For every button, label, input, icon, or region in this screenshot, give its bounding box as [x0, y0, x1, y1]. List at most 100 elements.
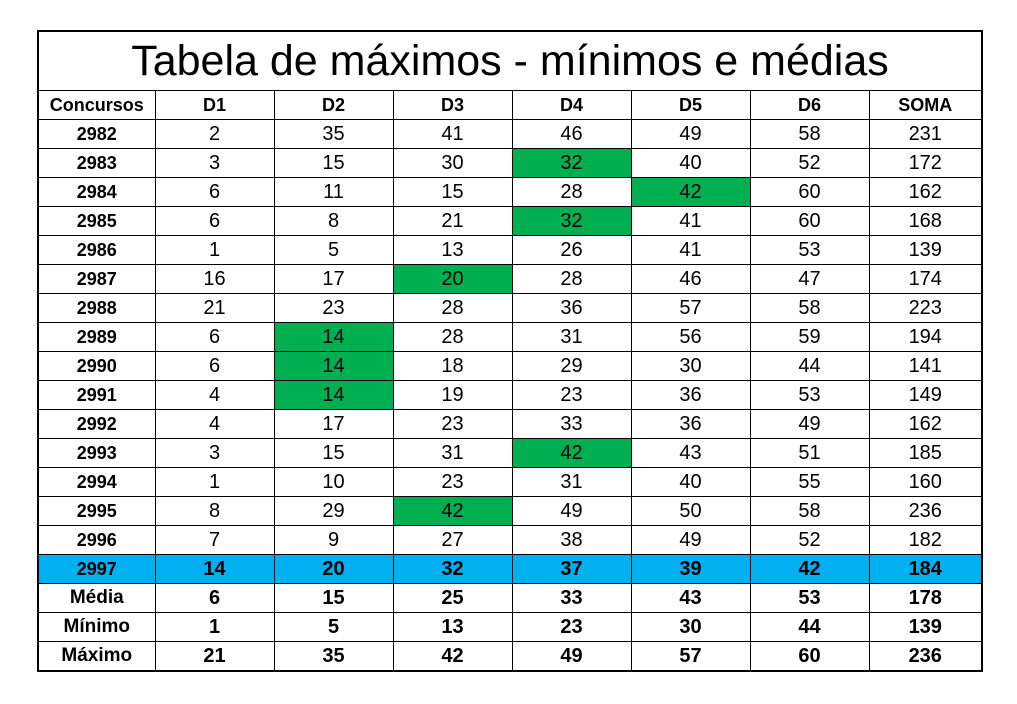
row-label-concurso: 2996 [39, 525, 156, 555]
cell-d2: 15 [273, 438, 394, 468]
cell-d3: 27 [392, 525, 513, 555]
cell-soma: 172 [868, 148, 981, 178]
cell-d4: 37 [511, 554, 632, 584]
cell-soma: 160 [868, 467, 981, 497]
cell-d1: 3 [154, 148, 275, 178]
cell-d1: 7 [154, 525, 275, 555]
row-label-concurso: 2986 [39, 235, 156, 265]
cell-d6: 47 [749, 264, 870, 294]
cell-d1: 14 [154, 554, 275, 584]
stat-cell-d4: 23 [511, 612, 632, 642]
stat-row: Mínimo 1 5 13 23 30 44 139 [39, 612, 981, 642]
cell-d1: 1 [154, 235, 275, 265]
cell-d3: 18 [392, 351, 513, 381]
header-d6: D6 [749, 91, 870, 120]
header-d5: D5 [630, 91, 751, 120]
row-label-concurso: 2984 [39, 177, 156, 207]
row-label-concurso: 2982 [39, 119, 156, 149]
row-label-concurso: 2993 [39, 438, 156, 468]
cell-d1: 1 [154, 467, 275, 497]
cell-soma: 182 [868, 525, 981, 555]
cell-d5: 57 [630, 293, 751, 323]
header-d3: D3 [392, 91, 513, 120]
cell-d6: 51 [749, 438, 870, 468]
cell-d4: 46 [511, 119, 632, 149]
cell-soma: 223 [868, 293, 981, 323]
table-row: 2983 3 15 30 32 40 52 172 [39, 148, 981, 178]
cell-d3: 21 [392, 206, 513, 236]
stats-table-container: Tabela de máximos - mínimos e médias Con… [37, 30, 983, 672]
cell-d5: 41 [630, 206, 751, 236]
stat-cell-soma: 139 [868, 612, 981, 642]
stat-cell-d2: 5 [273, 612, 394, 642]
cell-d4: 29 [511, 351, 632, 381]
table-row: 2995 8 29 42 49 50 58 236 [39, 496, 981, 526]
cell-d6: 55 [749, 467, 870, 497]
cell-d2: 11 [273, 177, 394, 207]
cell-soma: 168 [868, 206, 981, 236]
stat-cell-soma: 178 [868, 583, 981, 613]
table-title: Tabela de máximos - mínimos e médias [39, 32, 981, 91]
table-row: 2989 6 14 28 31 56 59 194 [39, 322, 981, 352]
cell-d1: 3 [154, 438, 275, 468]
cell-d6: 52 [749, 148, 870, 178]
cell-d3: 20 [392, 264, 513, 294]
cell-d3: 15 [392, 177, 513, 207]
cell-d2: 14 [273, 351, 394, 381]
stat-cell-d3: 13 [392, 612, 513, 642]
cell-d3: 30 [392, 148, 513, 178]
cell-d2: 14 [273, 322, 394, 352]
table-row: 2984 6 11 15 28 42 60 162 [39, 177, 981, 207]
cell-d2: 15 [273, 148, 394, 178]
cell-d2: 14 [273, 380, 394, 410]
cell-d1: 4 [154, 409, 275, 439]
cell-d6: 60 [749, 206, 870, 236]
row-label-concurso: 2994 [39, 467, 156, 497]
row-label-concurso: 2983 [39, 148, 156, 178]
cell-d3: 31 [392, 438, 513, 468]
stat-cell-d5: 57 [630, 641, 751, 670]
cell-d5: 36 [630, 380, 751, 410]
cell-soma: 236 [868, 496, 981, 526]
cell-d5: 30 [630, 351, 751, 381]
stat-label: Mínimo [39, 612, 156, 642]
stat-row: Máximo 21 35 42 49 57 60 236 [39, 641, 981, 670]
cell-d1: 6 [154, 206, 275, 236]
cell-d4: 32 [511, 148, 632, 178]
cell-d1: 4 [154, 380, 275, 410]
cell-d6: 52 [749, 525, 870, 555]
cell-d5: 40 [630, 148, 751, 178]
row-label-concurso: 2997 [39, 554, 156, 584]
row-label-concurso: 2985 [39, 206, 156, 236]
cell-d5: 43 [630, 438, 751, 468]
cell-d1: 2 [154, 119, 275, 149]
cell-soma: 185 [868, 438, 981, 468]
cell-d5: 50 [630, 496, 751, 526]
cell-d6: 58 [749, 293, 870, 323]
table-row: 2992 4 17 23 33 36 49 162 [39, 409, 981, 439]
cell-d2: 5 [273, 235, 394, 265]
cell-d6: 53 [749, 380, 870, 410]
table-row: 2986 1 5 13 26 41 53 139 [39, 235, 981, 265]
stat-cell-d2: 15 [273, 583, 394, 613]
cell-d4: 38 [511, 525, 632, 555]
cell-d4: 31 [511, 467, 632, 497]
table-row: 2990 6 14 18 29 30 44 141 [39, 351, 981, 381]
row-label-concurso: 2987 [39, 264, 156, 294]
cell-d5: 40 [630, 467, 751, 497]
cell-d1: 6 [154, 322, 275, 352]
cell-d4: 42 [511, 438, 632, 468]
header-soma: SOMA [868, 91, 981, 120]
cell-d1: 6 [154, 351, 275, 381]
cell-d4: 23 [511, 380, 632, 410]
cell-d2: 17 [273, 409, 394, 439]
stat-cell-d1: 6 [154, 583, 275, 613]
stat-cell-d5: 43 [630, 583, 751, 613]
cell-d1: 6 [154, 177, 275, 207]
cell-d4: 31 [511, 322, 632, 352]
stat-cell-d2: 35 [273, 641, 394, 670]
cell-d2: 17 [273, 264, 394, 294]
row-label-concurso: 2990 [39, 351, 156, 381]
stat-row: Média 6 15 25 33 43 53 178 [39, 583, 981, 613]
stat-cell-soma: 236 [868, 641, 981, 670]
